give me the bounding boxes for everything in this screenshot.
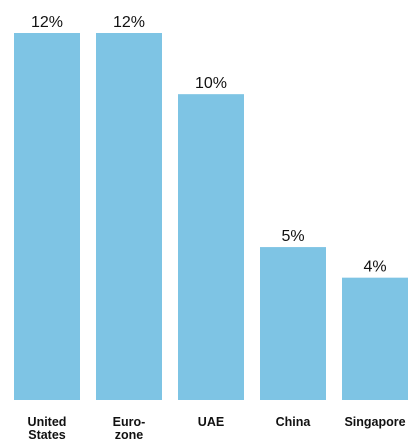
bar-1 [96, 33, 162, 400]
category-label-0-line-1: States [28, 428, 66, 441]
bar-0 [14, 33, 80, 400]
category-label-3: China [276, 415, 312, 429]
category-label-2: UAE [198, 415, 224, 429]
value-label-2: 10% [195, 75, 227, 92]
bar-4 [342, 277, 408, 400]
category-label-0-line-0: United [28, 415, 67, 429]
bar-3 [260, 247, 326, 400]
value-label-0: 12% [31, 14, 63, 31]
category-label-1-line-1: zone [115, 428, 144, 441]
category-label-1-line-0: Euro- [113, 415, 146, 429]
value-label-1: 12% [113, 14, 145, 31]
value-label-4: 4% [363, 259, 386, 276]
bar-2 [178, 94, 244, 401]
value-label-3: 5% [281, 228, 304, 245]
category-label-4: Singapore [344, 415, 405, 429]
